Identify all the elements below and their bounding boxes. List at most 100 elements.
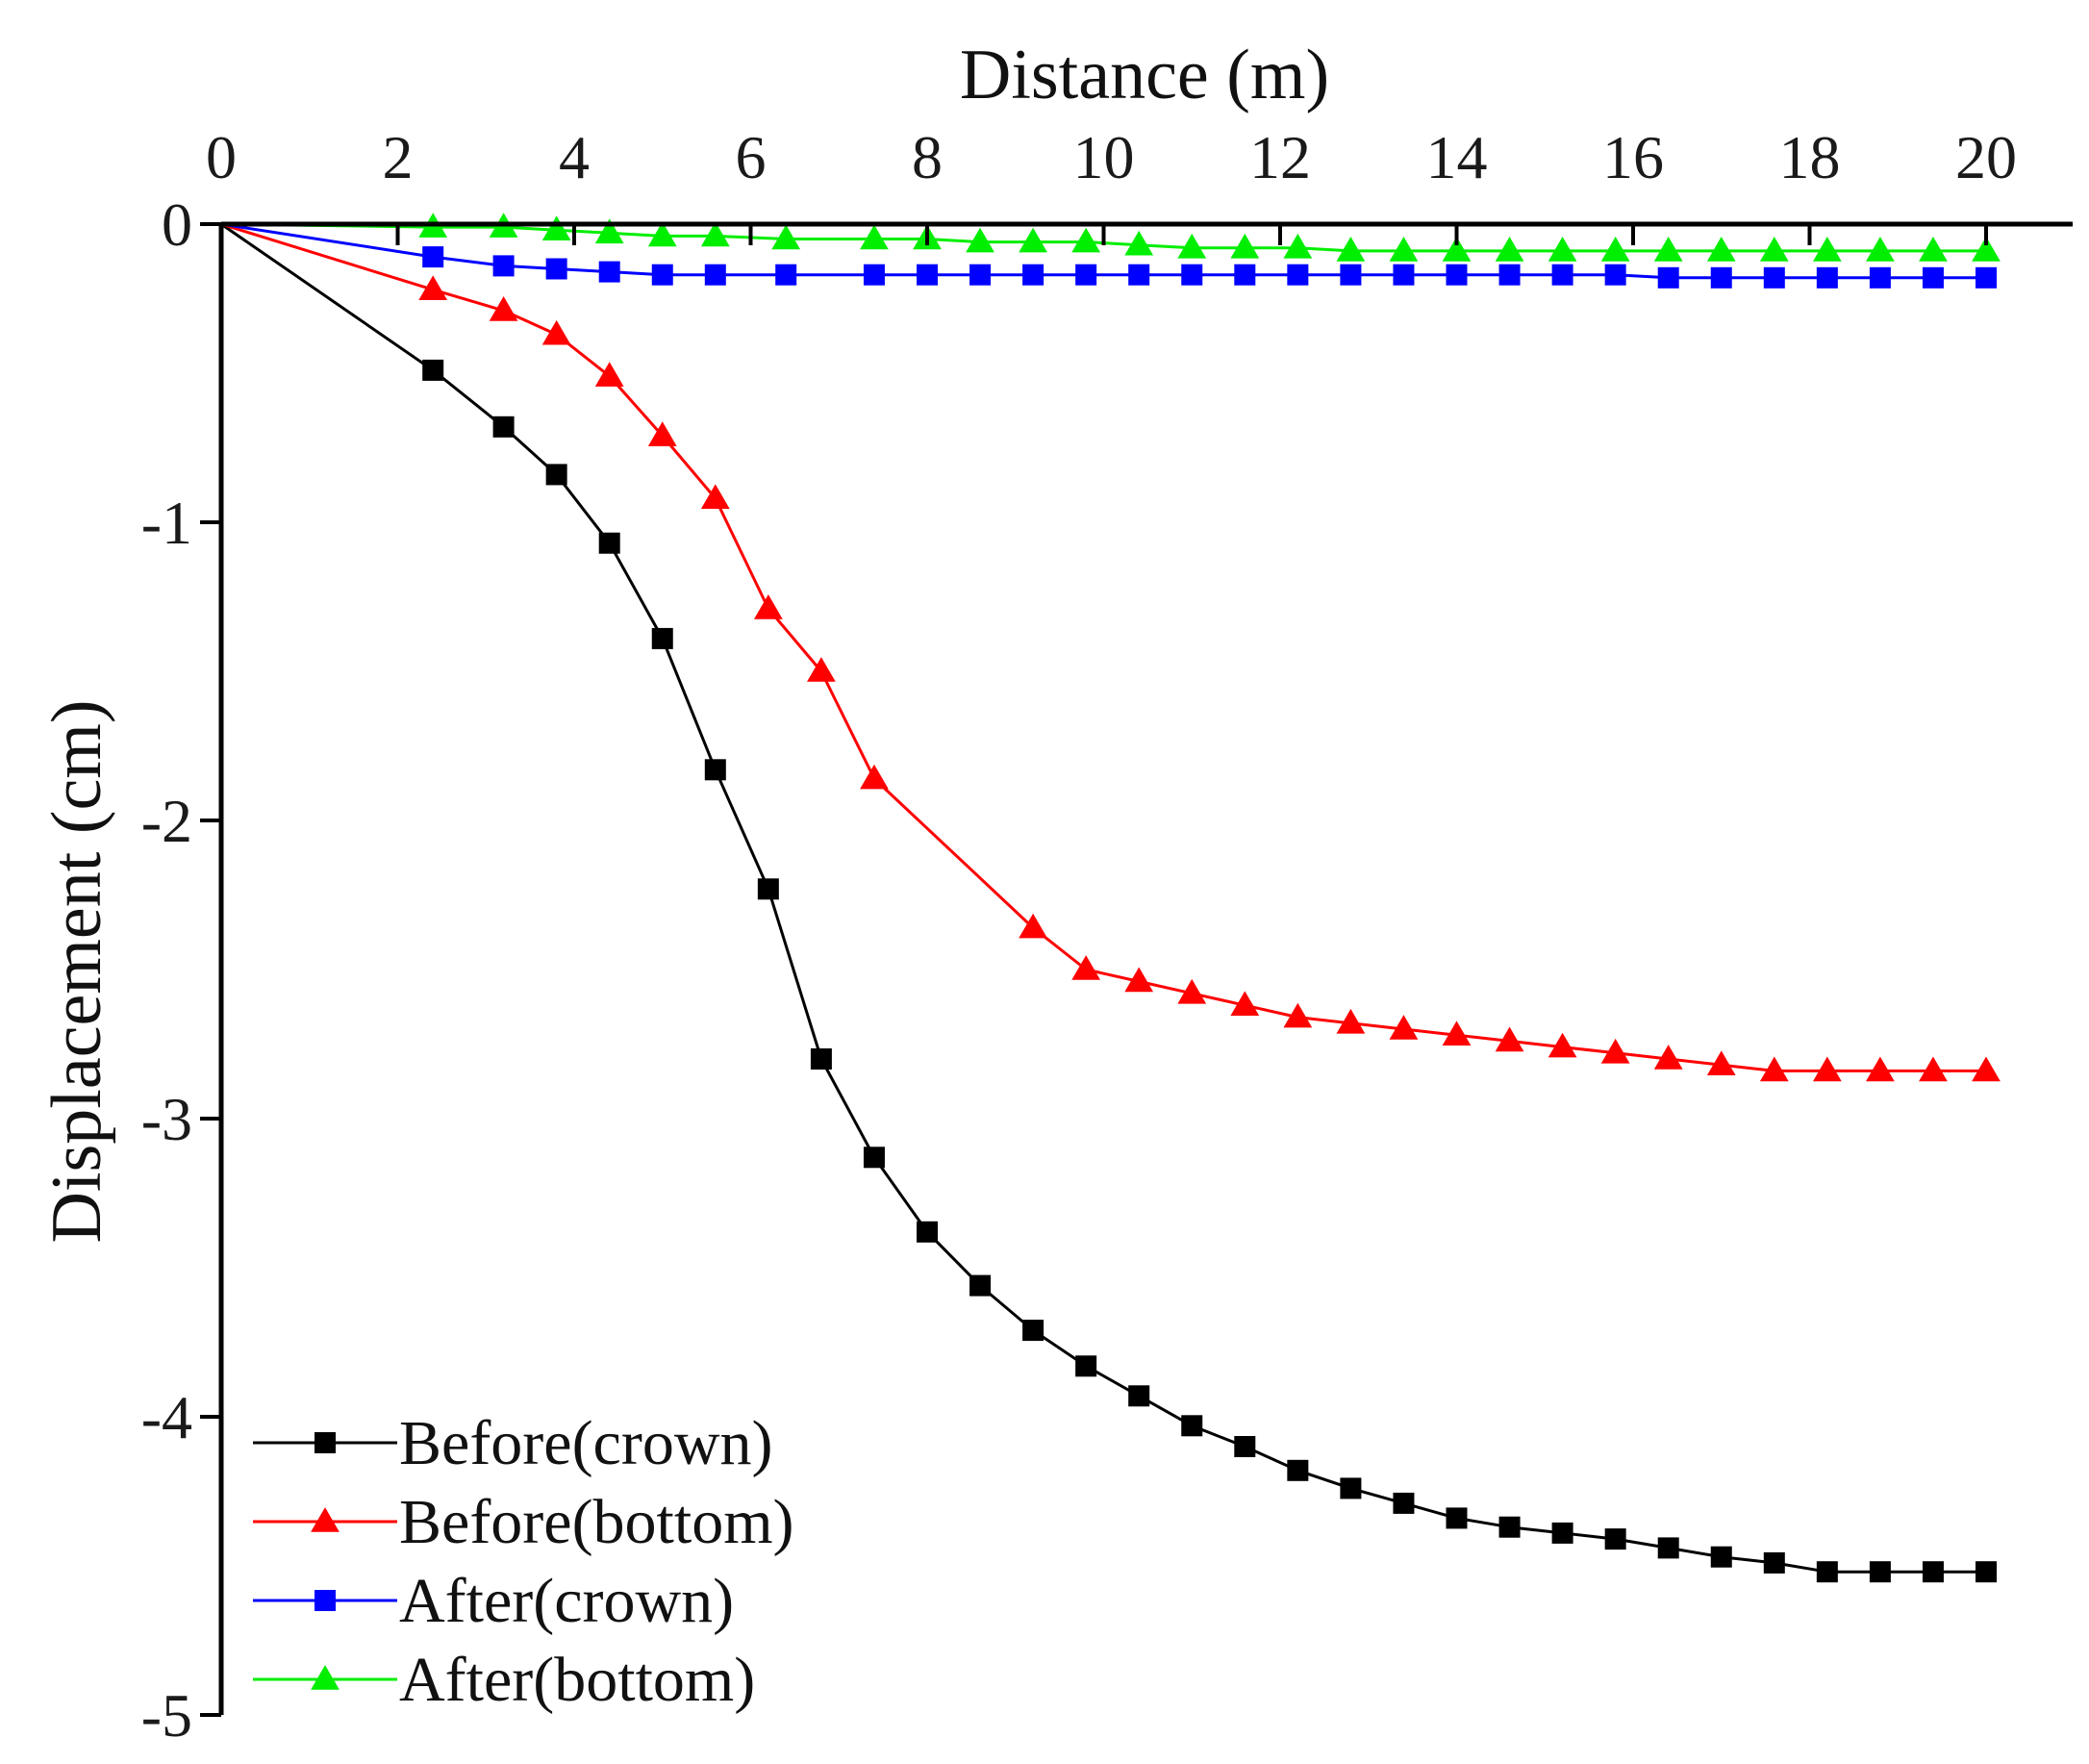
data-point [1019,913,1047,939]
x-tick-label: 4 [559,123,590,191]
data-point [1551,1522,1573,1544]
x-tick-label: 10 [1073,123,1135,191]
data-point [1657,1537,1679,1559]
data-point [704,264,726,286]
data-point [860,224,889,250]
data-point [1340,1477,1362,1499]
data-point [969,264,992,286]
data-point [1495,237,1524,262]
data-point [594,218,624,244]
data-point [1816,266,1838,289]
data-point [1600,237,1630,262]
legend-label: After(bottom) [399,1645,755,1715]
data-point [1710,1546,1732,1568]
data-point [1919,237,1948,262]
data-point [1869,1561,1891,1583]
data-point [1657,266,1679,289]
data-point [1976,266,1997,289]
data-point [1075,1355,1097,1377]
data-point [594,362,624,387]
data-point [1177,233,1207,259]
data-point [1019,227,1047,253]
data-point [1128,1385,1150,1407]
legend-marker [315,1432,336,1453]
data-point [860,764,889,790]
legend-item: Before(bottom) [253,1487,794,1557]
data-point [771,224,801,250]
data-point [489,296,518,321]
x-tick-label: 18 [1779,123,1841,191]
data-point [1234,1436,1256,1457]
data-point [1604,264,1626,286]
data-point [1283,1002,1313,1028]
data-point [541,319,571,345]
x-tick-label: 0 [206,123,237,191]
data-point [1604,1528,1626,1550]
x-axis-title: Distance (m) [960,36,1329,114]
legend-marker [311,1665,340,1690]
y-axis-title: Displacement (cm) [38,699,116,1243]
data-point [1812,237,1842,262]
data-point [700,221,730,247]
y-tick-label: -3 [141,1085,192,1153]
data-point [1706,237,1736,262]
x-tick-label: 8 [912,123,943,191]
data-point [1498,1516,1521,1538]
data-point [1495,1026,1524,1052]
x-tick-label: 14 [1426,123,1488,191]
data-point [647,221,677,247]
data-point [917,264,938,286]
data-point [1181,264,1203,286]
data-point [1922,1561,1944,1583]
legend-label: Before(bottom) [399,1487,794,1557]
series-2 [220,222,2001,1082]
data-point [1336,1008,1366,1034]
data-point [1816,1561,1838,1583]
x-tick-label: 16 [1602,123,1664,191]
x-tick-label: 2 [383,123,414,191]
data-point [1442,237,1472,262]
series-layer [220,213,2001,1583]
data-point [917,1221,938,1243]
y-tick-label: -4 [141,1383,192,1451]
data-point [775,264,797,286]
data-point [1812,1056,1842,1082]
data-point [1393,264,1415,286]
data-point [1866,1056,1895,1082]
data-point [969,1274,992,1297]
x-tick-label: 12 [1249,123,1311,191]
data-point [1071,955,1101,980]
data-point [1124,967,1154,993]
data-point [1653,1045,1683,1070]
data-point [807,657,836,682]
data-point [1287,264,1309,286]
y-tick-label: 0 [162,190,192,259]
data-point [1759,237,1789,262]
data-point [1922,266,1944,289]
data-point [545,464,567,486]
data-point [753,594,783,619]
data-point [1710,266,1732,289]
data-point [1653,237,1683,262]
data-point [541,215,571,240]
data-point [1283,233,1313,259]
data-point [1071,227,1101,253]
data-point [1230,991,1260,1016]
data-point [545,258,567,280]
data-point [1446,264,1468,286]
data-point [1972,1056,2001,1082]
data-point [418,275,448,300]
axis-layer: 0 2 4 6 8 10 12 14 16 18 20 0 -1 -2 -3 -4 -5 [141,123,2073,1750]
data-point [1551,264,1573,286]
data-point [492,255,515,277]
data-point [1548,1032,1577,1058]
data-point [757,878,779,900]
data-point [1600,1038,1630,1064]
data-point [1442,1021,1472,1046]
data-point [492,416,515,438]
data-point [1234,264,1256,286]
data-point [1340,264,1362,286]
data-point [863,264,885,286]
legend-item: After(crown) [253,1566,734,1636]
